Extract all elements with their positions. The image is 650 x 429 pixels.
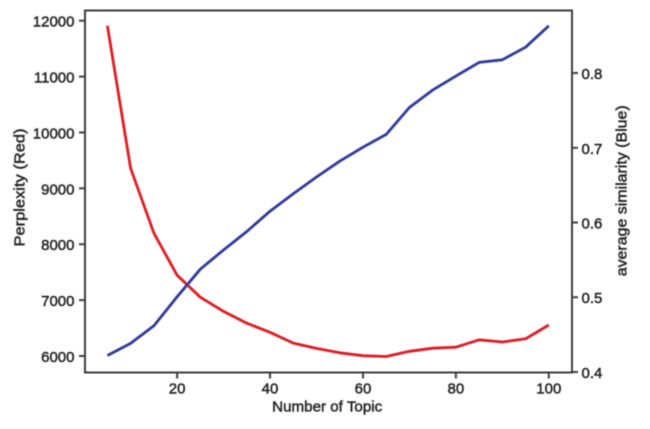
- svg-text:7000: 7000: [41, 293, 74, 310]
- svg-text:80: 80: [448, 381, 465, 398]
- svg-text:8000: 8000: [41, 237, 74, 254]
- svg-text:100: 100: [536, 381, 561, 398]
- svg-text:0.6: 0.6: [582, 216, 603, 233]
- svg-text:12000: 12000: [33, 14, 75, 31]
- svg-text:0.5: 0.5: [582, 290, 603, 307]
- svg-text:6000: 6000: [41, 349, 74, 366]
- svg-text:9000: 9000: [41, 181, 74, 198]
- svg-text:60: 60: [355, 381, 372, 398]
- svg-text:0.7: 0.7: [582, 141, 603, 158]
- svg-text:0.4: 0.4: [582, 365, 603, 382]
- svg-text:average similarity (Blue): average similarity (Blue): [614, 105, 631, 276]
- svg-text:0.8: 0.8: [582, 66, 603, 83]
- svg-text:Perplexity (Red): Perplexity (Red): [12, 129, 29, 247]
- svg-text:10000: 10000: [33, 126, 75, 143]
- svg-text:11000: 11000: [34, 70, 75, 87]
- svg-text:40: 40: [262, 381, 279, 398]
- svg-text:20: 20: [169, 381, 186, 398]
- svg-text:Number of Topic: Number of Topic: [272, 399, 382, 416]
